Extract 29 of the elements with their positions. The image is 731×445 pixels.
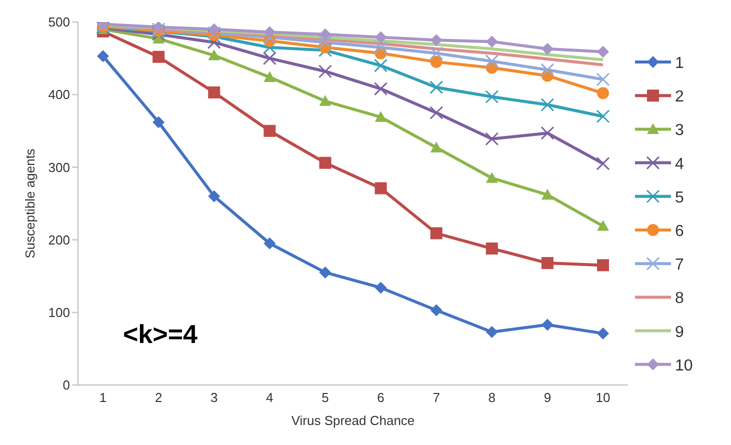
y-tick-label: 100	[48, 305, 70, 320]
x-tick-label: 7	[432, 390, 440, 406]
legend-label: 3	[675, 122, 684, 140]
legend-label: 9	[675, 324, 684, 341]
x-tick-label: 10	[596, 390, 610, 406]
y-tick-label: 0	[62, 378, 70, 393]
legend-label: 10	[675, 357, 693, 374]
y-tick-label: 200	[48, 232, 70, 248]
annotation: <k>=4	[123, 319, 198, 349]
x-tick-label: 8	[488, 390, 496, 406]
x-tick-label: 3	[210, 390, 218, 406]
x-tick-label: 5	[322, 390, 329, 406]
x-tick-label: 6	[377, 390, 384, 406]
legend-label: 2	[675, 88, 684, 106]
legend-label: 6	[675, 223, 684, 240]
legend-label: 4	[675, 156, 684, 173]
x-tick-label: 1	[99, 390, 107, 406]
legend-label: 5	[675, 189, 684, 206]
x-axis-title: Virus Spread Chance	[291, 413, 415, 428]
legend-label: 8	[675, 290, 684, 308]
x-tick-label: 9	[544, 390, 552, 406]
legend-label: 7	[675, 256, 684, 274]
x-tick-label: 4	[266, 390, 274, 406]
y-tick-label: 300	[48, 160, 70, 175]
y-tick-label: 400	[48, 87, 70, 102]
legend-label: 1	[675, 55, 684, 72]
y-axis-title: Susceptible agents	[22, 148, 38, 258]
y-tick-label: 500	[48, 14, 70, 30]
x-tick-label: 2	[154, 390, 162, 406]
